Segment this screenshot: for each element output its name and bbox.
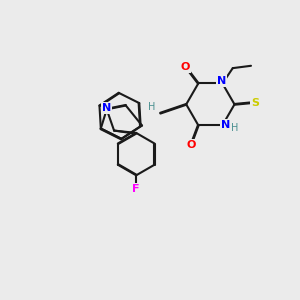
- Text: N: N: [217, 76, 226, 86]
- Text: H: H: [148, 102, 156, 112]
- Text: O: O: [187, 140, 196, 150]
- Text: F: F: [132, 184, 140, 194]
- Text: H: H: [231, 123, 238, 133]
- Text: O: O: [180, 62, 190, 72]
- Text: S: S: [251, 98, 259, 108]
- Text: N: N: [221, 120, 231, 130]
- Text: N: N: [101, 103, 111, 113]
